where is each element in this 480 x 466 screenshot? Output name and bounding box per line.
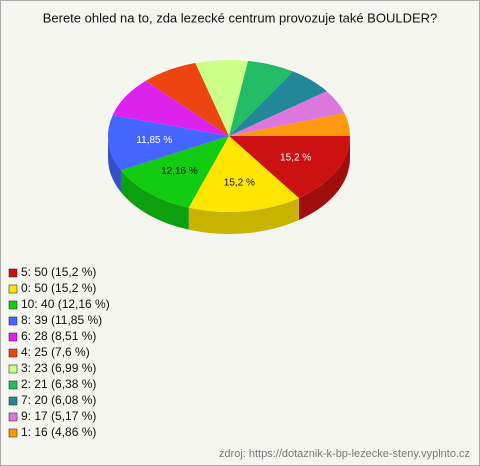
chart-title: Berete ohled na to, zda lezecké centrum …	[43, 10, 438, 25]
legend-label: 3: 23 (6,99 %)	[21, 361, 96, 375]
legend-swatch	[8, 380, 18, 390]
legend-swatch	[8, 364, 18, 374]
slice	[145, 62, 229, 137]
legend-label: 0: 50 (15,2 %)	[21, 281, 96, 295]
legend-label: 9: 17 (5,17 %)	[21, 409, 96, 423]
slice	[229, 136, 350, 199]
slice	[108, 115, 229, 171]
slice	[229, 91, 345, 136]
data-label: 15,2 %	[224, 177, 255, 188]
legend-swatch	[8, 396, 18, 406]
legend-swatch	[8, 428, 18, 438]
legend-label: 7: 20 (6,08 %)	[21, 393, 96, 407]
data-label: 12,16 %	[161, 166, 198, 177]
data-label: 11,85 %	[136, 135, 172, 146]
legend-swatch	[8, 316, 18, 326]
slice-side	[298, 136, 350, 221]
slice	[229, 60, 294, 136]
slice-side	[120, 170, 189, 230]
legend-swatch	[8, 268, 18, 278]
legend-label: 8: 39 (11,85 %)	[21, 313, 102, 327]
data-label: 15,2 %	[280, 152, 311, 163]
slice	[229, 71, 327, 136]
legend-swatch	[8, 348, 18, 358]
legend-swatch	[8, 284, 18, 294]
slice-side	[188, 198, 299, 234]
slice	[120, 136, 229, 208]
slice	[112, 80, 229, 136]
slice-side	[108, 136, 121, 193]
slice	[195, 60, 249, 137]
legend-label: 5: 50 (15,2 %)	[21, 265, 96, 279]
legend-swatch	[8, 332, 18, 342]
legend-swatch	[8, 412, 18, 422]
legend-label: 6: 28 (8,51 %)	[21, 329, 96, 343]
slice	[188, 136, 299, 212]
legend-swatch	[8, 300, 18, 310]
slice	[229, 113, 350, 136]
legend-label: 2: 21 (6,38 %)	[21, 377, 96, 391]
legend-label: 10: 40 (12,16 %)	[21, 297, 110, 311]
legend-label: 4: 25 (7,6 %)	[21, 345, 90, 359]
source: zdroj: https://dotaznik-k-bp-lezecke-ste…	[219, 448, 470, 460]
legend-label: 1: 16 (4,86 %)	[21, 425, 96, 439]
